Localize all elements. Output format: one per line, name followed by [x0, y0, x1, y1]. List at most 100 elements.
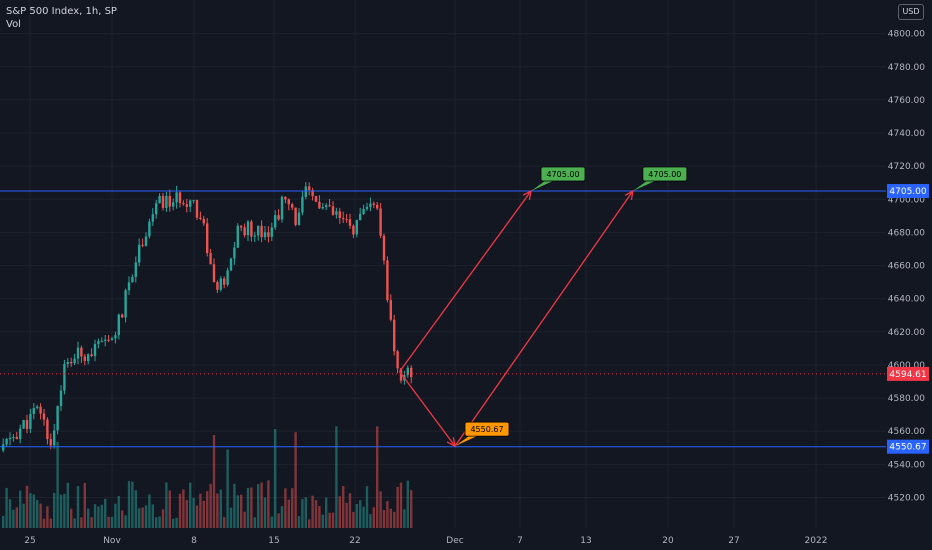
volume-bar: [53, 492, 56, 528]
callout-box: [540, 166, 586, 182]
candle-body: [284, 196, 287, 200]
price-axis: 4520.00 4540.00 4560.00 4580.00 4600.00 4620.…: [887, 30, 929, 504]
volume-bar: [386, 501, 389, 528]
volume-bar: [389, 508, 392, 528]
candle-body: [124, 290, 127, 318]
volume-bar: [257, 484, 260, 528]
candle-body: [342, 218, 345, 220]
candle-body: [209, 253, 212, 265]
candle-body: [161, 195, 165, 208]
candle-body: [49, 439, 52, 446]
currency-badge[interactable]: USD: [898, 4, 924, 20]
volume-bar: [15, 507, 18, 528]
volume-bar: [100, 504, 103, 528]
volume-bar: [5, 487, 8, 528]
volume-bar: [246, 487, 250, 528]
candle-body: [158, 195, 161, 204]
candle-body: [2, 444, 5, 451]
volume-bar: [8, 499, 12, 528]
volume-bar: [36, 499, 39, 528]
candle-body: [22, 420, 25, 429]
callout-pointer: [455, 436, 477, 447]
candle-body: [110, 338, 114, 340]
candle-body: [90, 354, 93, 357]
candle-body: [151, 214, 154, 222]
volume-bar: [280, 506, 284, 528]
candles: [2, 182, 413, 453]
volume-bar: [243, 511, 246, 528]
volume-bar: [175, 517, 178, 528]
volume-bar: [352, 511, 355, 528]
candle-body: [83, 356, 86, 361]
candle-body: [127, 282, 131, 291]
level-lower-badge-label: 4550.67: [889, 443, 926, 453]
y-tick-label: 4740.00: [888, 129, 925, 139]
candle-body: [277, 215, 280, 220]
candle-body: [66, 361, 69, 364]
candle-body: [382, 235, 386, 261]
volume-bar: [335, 426, 338, 528]
chart-grid: [0, 0, 886, 528]
candle-body: [270, 227, 273, 237]
volume-bar: [328, 512, 331, 528]
candle-body: [226, 270, 229, 285]
volume-bar: [291, 488, 294, 528]
volume-bar: [325, 497, 328, 528]
candle-body: [229, 258, 233, 271]
candle-body: [301, 196, 304, 213]
candle-body: [56, 406, 59, 431]
volume-bar: [22, 503, 25, 528]
volume-bar: [311, 495, 314, 528]
x-tick-label: 8: [191, 536, 197, 546]
volume-bar: [138, 508, 141, 528]
volume-bar: [304, 497, 307, 528]
volume-bar: [318, 506, 321, 528]
candle-body: [117, 314, 120, 336]
candle-body: [219, 278, 222, 290]
candle-body: [352, 225, 355, 235]
price-callout: 4550.67: [455, 421, 510, 447]
volume-bar: [393, 511, 396, 528]
volume-bar: [382, 510, 386, 528]
volume-bar: [93, 504, 97, 528]
volume-bar: [314, 500, 318, 528]
volume-bar: [46, 506, 49, 528]
candle-body: [36, 406, 39, 409]
candle-body: [365, 206, 369, 209]
volume-bar: [403, 509, 406, 528]
volume-bar: [362, 506, 365, 528]
candle-body: [168, 195, 171, 207]
candle-body: [243, 227, 246, 236]
candle-body: [192, 199, 195, 201]
candle-body: [338, 211, 341, 219]
volume-bar: [355, 503, 358, 528]
candle-body: [138, 244, 141, 263]
volume-bar: [161, 509, 165, 528]
volume-bar: [172, 518, 175, 528]
candle-body: [19, 428, 22, 440]
volume-bar: [206, 491, 209, 528]
volume-bar: [49, 518, 52, 528]
candle-body: [212, 264, 216, 283]
x-tick-label: Dec: [446, 536, 463, 546]
candle-body: [331, 206, 335, 215]
candle-body: [216, 282, 219, 290]
volume-bar: [42, 518, 46, 528]
volume-bar: [195, 505, 199, 528]
y-tick-label: 4620.00: [888, 328, 925, 338]
last-price-badge: [887, 366, 929, 381]
y-tick-label: 4700.00: [888, 195, 925, 205]
candle-body: [175, 192, 178, 203]
volume-bar: [301, 499, 304, 528]
volume-bar: [236, 495, 239, 528]
volume-bar: [229, 507, 233, 528]
candle-body: [12, 437, 15, 439]
candle-body: [93, 344, 97, 357]
candle-body: [274, 215, 277, 228]
candle-body: [182, 203, 185, 205]
candle-body: [15, 437, 18, 440]
candle-body: [32, 408, 35, 414]
volume-bar: [168, 490, 171, 528]
candle-body: [260, 225, 263, 238]
